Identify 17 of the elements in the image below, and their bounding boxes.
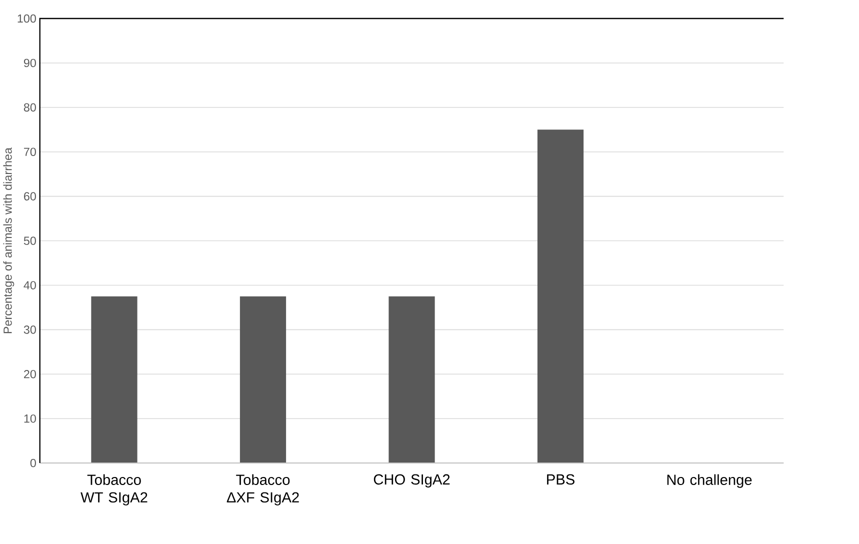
y-tick-label: 0 [30, 458, 36, 468]
y-tick-label: 80 [24, 103, 36, 112]
y-tick-label: 50 [24, 236, 36, 245]
y-tick-label: 10 [24, 414, 36, 423]
y-tick-label: 40 [24, 281, 36, 290]
x-tick-label: Tobacco ΔXF SIgA2 [226, 474, 299, 506]
x-tick-label: PBS [547, 474, 574, 485]
y-tick-label: 30 [24, 326, 36, 334]
y-tick-label: 100 [18, 14, 36, 23]
y-tick-label: 70 [24, 148, 36, 156]
x-tick-label: CHO SIgA2 [374, 474, 450, 488]
y-tick-label: 90 [24, 58, 36, 68]
x-tick-label: Tobacco WT SIgA2 [80, 474, 148, 506]
y-tick-label: 60 [24, 192, 36, 200]
y-tick-label: 20 [24, 370, 36, 378]
y-axis-title: Percentage of animals with diarrhea [3, 148, 14, 334]
x-tick-label: No challenge [667, 474, 752, 488]
